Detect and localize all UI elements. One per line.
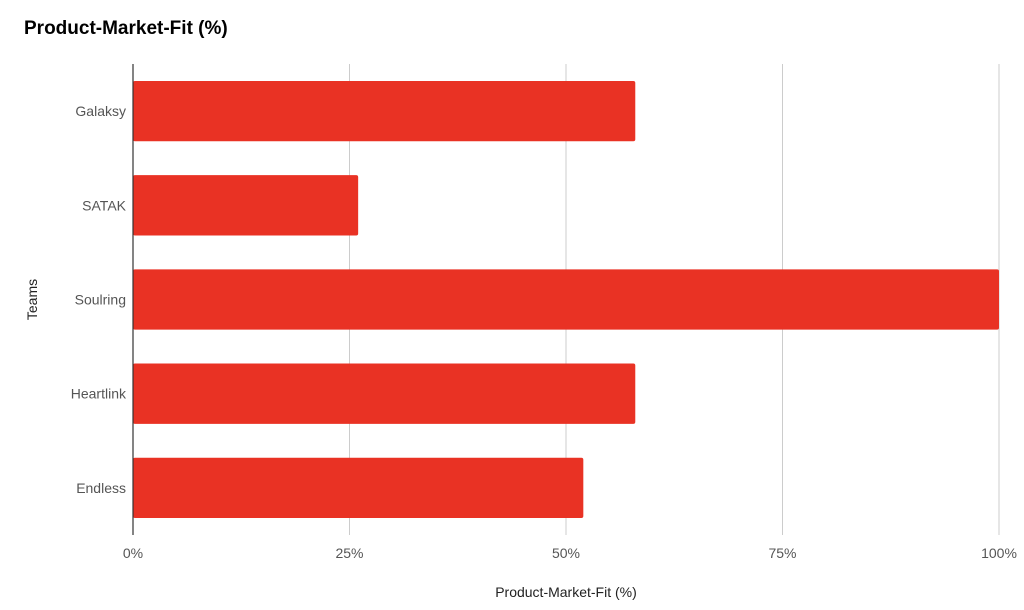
x-tick-label-50: 50%: [552, 545, 580, 561]
x-tick-label-0: 0%: [123, 545, 143, 561]
x-tick-label-100: 100%: [981, 545, 1017, 561]
y-tick-label-soulring: Soulring: [75, 292, 126, 308]
x-axis-label: Product-Market-Fit (%): [495, 584, 637, 600]
y-tick-label-endless: Endless: [76, 480, 126, 496]
tick-labels: Galaksy SATAK Soulring Heartlink Endless 0% 25…: [71, 103, 1017, 561]
bar-satak: [133, 175, 359, 236]
y-tick-label-heartlink: Heartlink: [71, 386, 127, 402]
bars: [133, 80, 999, 519]
y-tick-label-satak: SATAK: [82, 197, 126, 213]
y-axis-label: Teams: [24, 279, 40, 320]
bar-soulring: [133, 269, 999, 330]
y-tick-label-galaksy: Galaksy: [75, 103, 126, 119]
bar-endless: [133, 457, 584, 519]
chart-title: Product-Market-Fit (%): [24, 18, 228, 39]
x-tick-label-25: 25%: [335, 545, 363, 561]
x-tick-label-75: 75%: [768, 545, 796, 561]
bar-heartlink: [133, 363, 636, 424]
bar-galaksy: [133, 80, 636, 142]
